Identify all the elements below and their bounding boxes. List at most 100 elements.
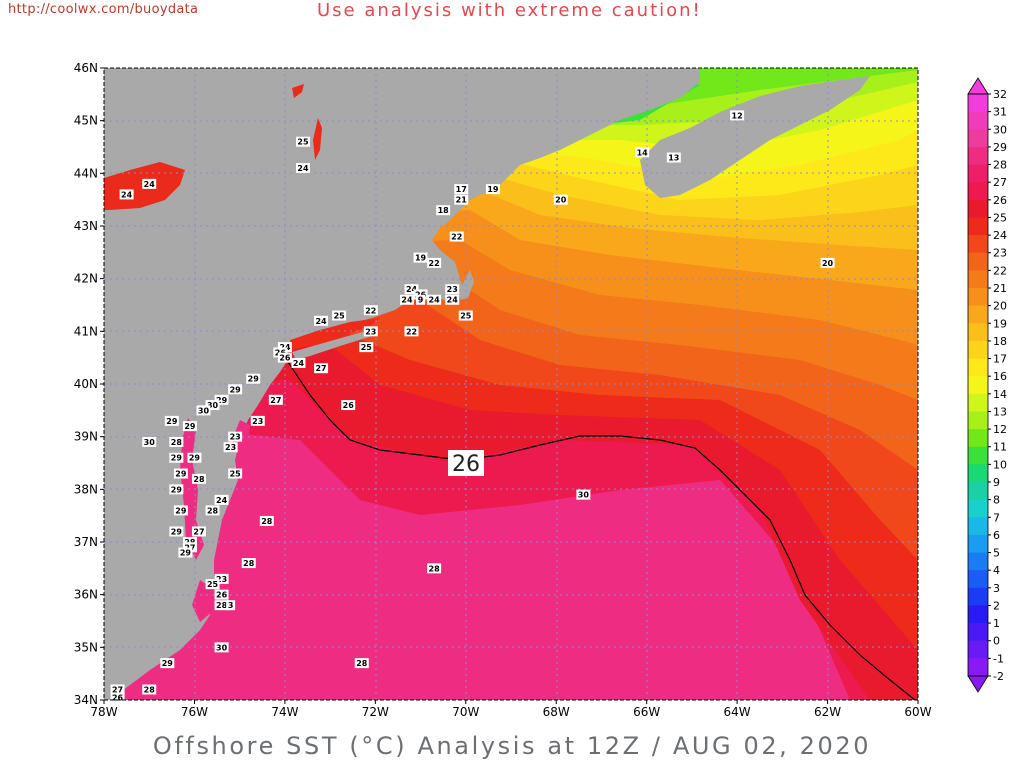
svg-text:29: 29 <box>175 506 187 515</box>
colorbar-label: 13 <box>993 405 1007 418</box>
land-masses <box>104 68 870 700</box>
colorbar-swatch <box>968 146 988 166</box>
svg-text:30: 30 <box>578 491 590 500</box>
svg-text:24: 24 <box>315 317 327 326</box>
svg-text:23: 23 <box>230 433 241 442</box>
station-label: 22 <box>404 326 419 337</box>
isotherm-label: 26 <box>448 450 484 477</box>
station-label: 29 <box>182 421 197 432</box>
y-tick-label: 44N <box>74 166 98 180</box>
y-tick-label: 41N <box>74 324 98 338</box>
station-label: 24 <box>404 284 419 295</box>
nova-scotia <box>640 76 870 198</box>
svg-text:24: 24 <box>406 285 418 294</box>
station-label: 23 <box>250 415 265 426</box>
station-label: 20 <box>553 194 568 205</box>
station-label: 28 <box>241 558 256 569</box>
svg-text:29: 29 <box>216 396 228 405</box>
svg-text:25: 25 <box>361 343 373 352</box>
station-label: 24 <box>427 294 442 305</box>
colorbar-swatch <box>968 534 988 554</box>
colorbar-swatch <box>968 464 988 483</box>
svg-text:29: 29 <box>171 485 183 494</box>
x-tick-label: 78W <box>90 705 117 719</box>
station-label: 24 <box>314 315 329 326</box>
svg-text:28: 28 <box>207 506 219 515</box>
colorbar-swatch <box>968 94 988 113</box>
svg-text:25: 25 <box>297 138 309 147</box>
station-label: 21 <box>454 194 469 205</box>
svg-text:29: 29 <box>162 659 174 668</box>
svg-text:28: 28 <box>216 601 228 610</box>
station-label: 29 <box>169 452 184 463</box>
station-labels: 1214132524242417211920182219222320242624… <box>110 110 835 703</box>
station-label: 23 <box>445 284 460 295</box>
station-label: 28 <box>191 473 206 484</box>
station-label: 25 <box>228 468 243 479</box>
svg-text:29: 29 <box>175 470 187 479</box>
svg-text:20: 20 <box>822 259 834 268</box>
station-label: 29 <box>173 468 188 479</box>
lake-small <box>292 84 304 98</box>
station-label: 29 <box>246 373 261 384</box>
colorbar-label: 21 <box>993 282 1007 295</box>
colorbar-swatch <box>968 164 988 183</box>
x-tick-label: 70W <box>452 705 479 719</box>
y-tick-label: 34N <box>74 693 98 707</box>
station-label: 3 <box>226 600 236 611</box>
y-tick-label: 38N <box>74 482 98 496</box>
colorbar-swatch <box>968 340 988 360</box>
colorbar-top-arrow <box>967 77 989 95</box>
colorbar-swatch <box>968 499 988 518</box>
station-label: 22 <box>363 305 378 316</box>
station-label: 27 <box>191 526 206 537</box>
svg-text:29: 29 <box>166 417 178 426</box>
colorbar-swatch <box>968 640 988 659</box>
station-label: 26 <box>277 352 292 363</box>
colorbar-label: 2 <box>993 599 1000 612</box>
svg-text:20: 20 <box>555 196 567 205</box>
station-label: 27 <box>110 684 125 695</box>
colorbar-label: 24 <box>993 229 1007 242</box>
long-island-sound <box>290 318 380 350</box>
colorbar-swatch <box>968 376 988 395</box>
x-tick-label: 72W <box>362 705 389 719</box>
station-label: 28 <box>205 505 220 516</box>
svg-text:23: 23 <box>216 575 227 584</box>
svg-text:24: 24 <box>121 190 133 199</box>
svg-text:29: 29 <box>180 549 192 558</box>
svg-text:19: 19 <box>415 254 427 263</box>
colorbar-label: 17 <box>993 353 1007 366</box>
station-label: 24 <box>295 163 310 174</box>
y-tick-label: 40N <box>74 377 98 391</box>
source-url[interactable]: http://coolwx.com/buoydata <box>8 2 199 17</box>
colorbar-label: -2 <box>993 670 1004 683</box>
colorbar-swatch <box>968 270 988 289</box>
station-label: 29 <box>160 658 175 669</box>
colorbar-swatch <box>968 288 988 307</box>
svg-text:22: 22 <box>429 259 440 268</box>
colorbar-label: -1 <box>993 652 1004 665</box>
svg-text:25: 25 <box>460 312 472 321</box>
station-label: 29 <box>228 384 243 395</box>
colorbar-label: 5 <box>993 547 1000 560</box>
colorbar-label: 20 <box>993 300 1007 313</box>
svg-text:9: 9 <box>418 296 424 305</box>
colorbar-swatch <box>968 658 988 677</box>
colorbar-label: 1 <box>993 617 1000 630</box>
svg-text:3: 3 <box>228 601 234 610</box>
station-label: 28 <box>169 436 184 447</box>
station-label: 12 <box>730 110 745 121</box>
station-label: 30 <box>576 489 591 500</box>
long-island <box>292 328 378 360</box>
station-label: 22 <box>449 231 464 242</box>
x-axis: 78W 76W 74W 72W 70W 68W 66W 64W 62W 60W <box>90 700 932 719</box>
svg-text:12: 12 <box>732 111 743 120</box>
station-label: 25 <box>332 310 347 321</box>
svg-text:23: 23 <box>225 443 236 452</box>
station-label: 25 <box>458 310 473 321</box>
colorbar-swatch <box>968 446 988 465</box>
svg-text:26: 26 <box>452 452 480 477</box>
colorbar-label: 31 <box>993 106 1007 119</box>
